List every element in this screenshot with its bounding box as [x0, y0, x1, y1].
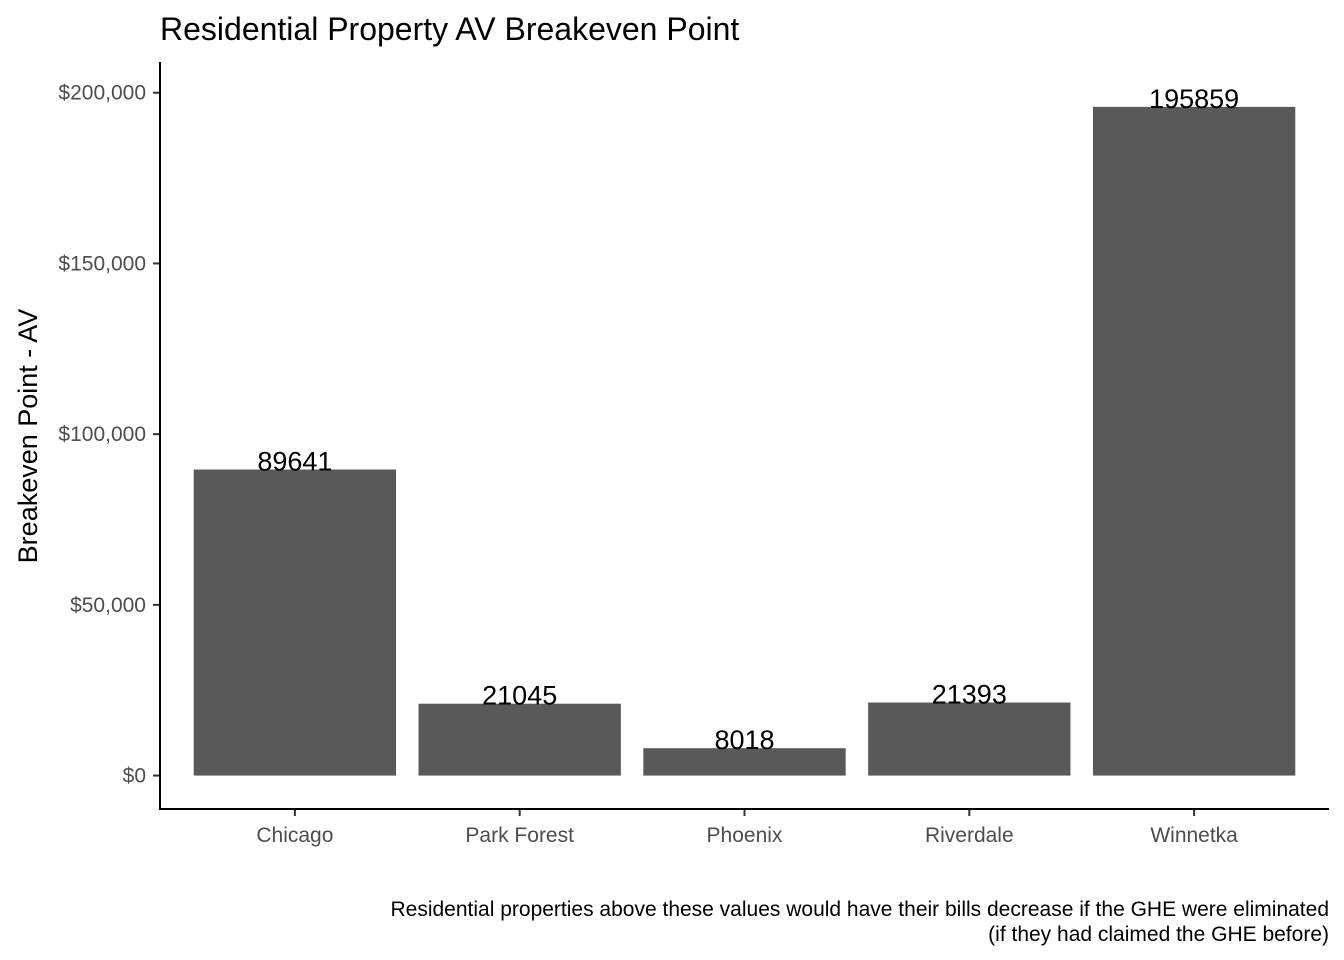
x-tick-label: Phoenix: [707, 824, 783, 847]
bar-phoenix: [643, 748, 846, 776]
caption-line-1: Residential properties above these value…: [390, 898, 1329, 921]
y-tick-label: $200,000: [58, 82, 146, 105]
data-label: 195859: [1149, 84, 1239, 114]
bar-winnetka: [1092, 106, 1296, 776]
y-tick-label: $150,000: [58, 252, 146, 275]
data-label: 21393: [932, 680, 1007, 710]
x-tick-label: Chicago: [256, 824, 333, 847]
y-axis-label: Breakeven Point - AV: [13, 309, 43, 564]
data-label: 89641: [257, 447, 332, 477]
bar-chicago: [193, 469, 397, 776]
bars-group: 89641 21045 8018 21393 195859: [193, 84, 1296, 776]
x-axis-ticks: Chicago Park Forest Phoenix Riverdale Winnet…: [256, 809, 1238, 847]
x-tick-label: Riverdale: [925, 824, 1014, 847]
y-tick-label: $0: [123, 765, 146, 788]
caption-line-2: (if they had claimed the GHE before): [988, 923, 1329, 946]
y-tick-label: $50,000: [70, 594, 146, 617]
data-label: 8018: [714, 725, 774, 755]
data-label: 21045: [482, 681, 557, 711]
bar-riverdale: [868, 702, 1071, 776]
y-axis-ticks: $0 $50,000 $100,000 $150,000 $200,000: [58, 82, 160, 788]
x-tick-label: Park Forest: [465, 824, 574, 847]
y-tick-label: $100,000: [58, 423, 146, 446]
chart-title: Residential Property AV Breakeven Point: [160, 11, 739, 47]
x-tick-label: Winnetka: [1150, 824, 1238, 847]
bar-park-forest: [418, 703, 621, 776]
